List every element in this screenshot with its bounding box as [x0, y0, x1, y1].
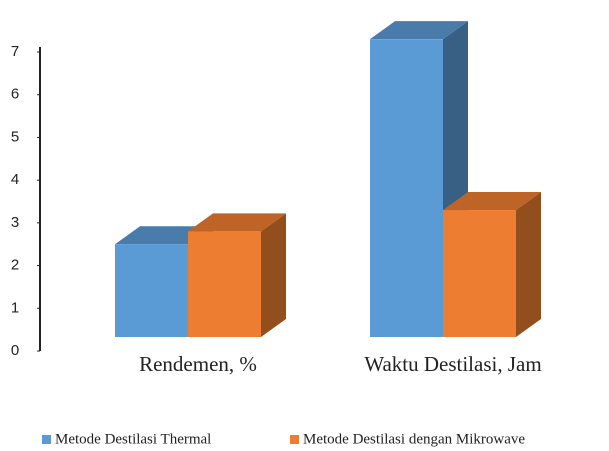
- y-tick-label: 5: [11, 128, 19, 145]
- bar-top: [443, 192, 541, 211]
- bar-top: [188, 213, 286, 232]
- bar: [443, 210, 516, 337]
- y-tick-label: 4: [11, 171, 19, 188]
- legend-swatch: [42, 435, 51, 444]
- x-tick-label: Waktu Destilasi, Jam: [364, 352, 541, 376]
- y-tick-label: 3: [11, 214, 19, 231]
- bar-side: [261, 213, 286, 337]
- legend-label: Metode Destilasi Thermal: [55, 431, 211, 447]
- legend-swatch: [290, 435, 299, 444]
- legend-label: Metode Destilasi dengan Mikrowave: [303, 431, 525, 447]
- bar: [370, 39, 443, 337]
- bar-side: [516, 192, 541, 337]
- y-tick-label: 0: [11, 342, 19, 359]
- bar-top: [370, 21, 468, 40]
- bar: [188, 231, 261, 337]
- bar: [115, 244, 188, 337]
- y-tick-label: 7: [11, 43, 19, 60]
- y-tick-label: 1: [11, 299, 19, 316]
- y-tick-label: 2: [11, 257, 19, 274]
- y-tick-label: 6: [11, 86, 19, 103]
- x-tick-label: Rendemen, %: [139, 352, 257, 376]
